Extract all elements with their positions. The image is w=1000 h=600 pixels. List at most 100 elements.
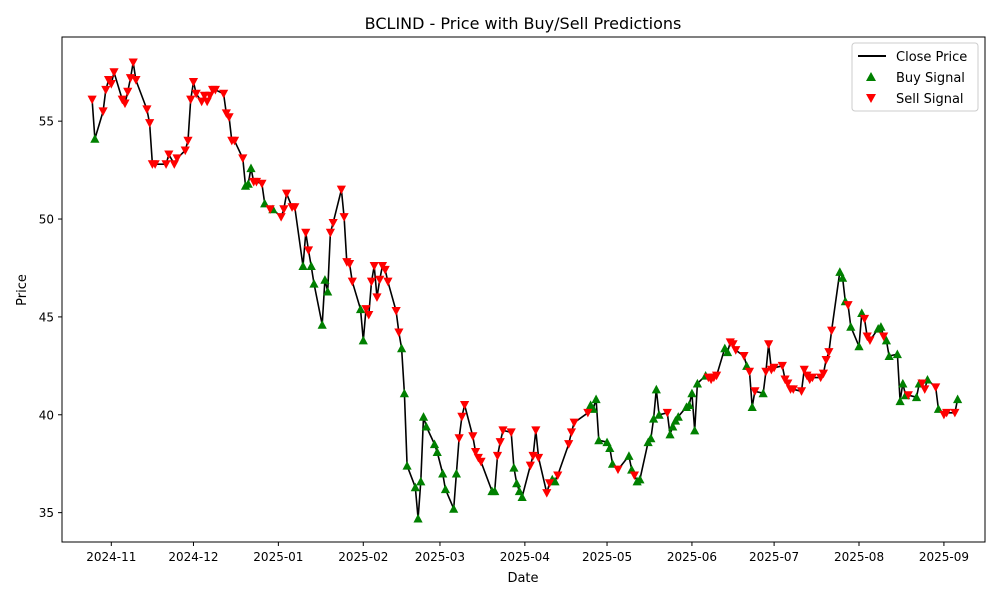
buy-signal-marker (747, 402, 757, 411)
sell-signal-marker (161, 160, 171, 169)
sell-signal-marker (859, 314, 870, 324)
buy-signal-marker (624, 451, 634, 460)
sell-signal-marker (372, 293, 382, 302)
sell-signal-marker (87, 95, 97, 105)
sell-signal-marker (903, 391, 913, 400)
buy-signal-marker (627, 464, 637, 474)
sell-signal-marker (492, 451, 503, 461)
buy-signal-marker (895, 396, 905, 406)
sell-signal-marker (339, 213, 349, 222)
buy-signal-marker (432, 447, 442, 456)
buy-signal-marker (397, 343, 407, 353)
x-tick-label: 2025-04 (500, 550, 550, 564)
sell-signal-marker (142, 105, 152, 115)
buy-signal-marker (648, 414, 659, 423)
axes-frame (61, 36, 986, 543)
buy-signal-marker (323, 286, 333, 296)
sell-signal-marker (506, 428, 516, 437)
x-tick-label: 2024-12 (168, 550, 218, 564)
sell-signal-marker (380, 265, 390, 275)
sell-signal-marker (344, 260, 355, 269)
buy-signal-layer (90, 134, 963, 523)
buy-signal-marker (355, 304, 366, 314)
sell-signal-marker (764, 340, 774, 349)
buy-signal-marker (399, 388, 409, 398)
plot-area (87, 58, 963, 523)
sell-signal-marker (498, 426, 508, 436)
buy-signal-marker (884, 351, 894, 361)
sell-signal-marker (865, 336, 875, 345)
buy-signal-marker (550, 476, 560, 486)
buy-signal-marker (933, 404, 944, 413)
x-tick-label: 2025-05 (582, 550, 632, 564)
y-tick-label: 45 (39, 310, 54, 324)
buy-signal-marker (440, 484, 451, 494)
buy-signal-marker (602, 437, 612, 447)
sell-signal-marker (205, 91, 215, 101)
chart-title: BCLIND - Price with Buy/Sell Predictions (365, 14, 682, 33)
sell-signal-marker (109, 68, 119, 77)
sell-signal-marker (583, 408, 593, 418)
sell-signal-marker (224, 113, 234, 122)
sell-signal-marker (325, 228, 336, 238)
buy-signal-marker (309, 279, 319, 288)
sell-signal-marker (172, 154, 182, 163)
buy-signal-marker (953, 394, 963, 404)
buy-signal-marker (665, 429, 675, 439)
sell-signal-marker (788, 385, 798, 394)
sell-signal-marker (191, 89, 201, 99)
sell-signal-marker (564, 440, 574, 449)
buy-signal-marker (418, 412, 429, 421)
sell-signal-marker (843, 301, 853, 310)
sell-signal-marker (347, 277, 357, 287)
buy-signal-marker (429, 439, 440, 449)
sell-signal-marker (818, 369, 829, 379)
sell-signal-marker (276, 213, 286, 222)
buy-signal-marker (854, 341, 864, 351)
legend-sell-swatch (866, 94, 876, 103)
sell-signal-marker (731, 346, 741, 355)
sell-signal-marker (777, 361, 787, 371)
sell-signal-marker (210, 85, 220, 95)
sell-signal-marker (533, 453, 544, 463)
buy-signal-marker (692, 378, 703, 388)
sell-signal-marker (761, 367, 771, 377)
sell-signal-marker (824, 348, 834, 357)
sell-signal-marker (711, 371, 722, 381)
sell-signal-marker (301, 228, 311, 238)
sell-signal-marker (807, 373, 818, 383)
sell-signal-marker (186, 95, 196, 105)
buy-signal-marker (402, 461, 412, 470)
sell-signal-marker (629, 471, 640, 481)
buy-signal-marker (635, 474, 645, 484)
sell-signal-marker (942, 408, 952, 418)
sell-signal-marker (369, 262, 379, 271)
sell-signal-marker (383, 277, 393, 287)
sell-signal-marker (290, 203, 300, 212)
sell-signal-marker (145, 119, 155, 128)
buy-signal-marker (684, 400, 694, 409)
y-tick-label: 55 (39, 115, 54, 129)
buy-signal-marker (317, 320, 327, 329)
buy-signal-marker (438, 468, 448, 478)
sell-signal-marker (544, 479, 555, 488)
buy-signal-marker (410, 482, 420, 492)
sell-signal-marker (123, 87, 133, 97)
sell-signal-marker (257, 179, 267, 189)
buy-signal-marker (243, 179, 253, 188)
sell-signal-marker (728, 340, 738, 349)
buy-signal-marker (654, 410, 664, 419)
sell-signal-marker (950, 408, 960, 418)
sell-signal-marker (391, 307, 401, 316)
sell-signal-marker (569, 418, 579, 428)
x-tick-label: 2024-11 (86, 550, 136, 564)
buy-signal-marker (742, 361, 752, 370)
sell-signal-marker (917, 379, 927, 389)
sell-signal-marker (531, 426, 541, 436)
sell-signal-marker (454, 434, 464, 443)
sell-signal-marker (470, 447, 481, 457)
sell-signal-marker (525, 461, 535, 471)
y-tick-label: 40 (39, 408, 54, 422)
